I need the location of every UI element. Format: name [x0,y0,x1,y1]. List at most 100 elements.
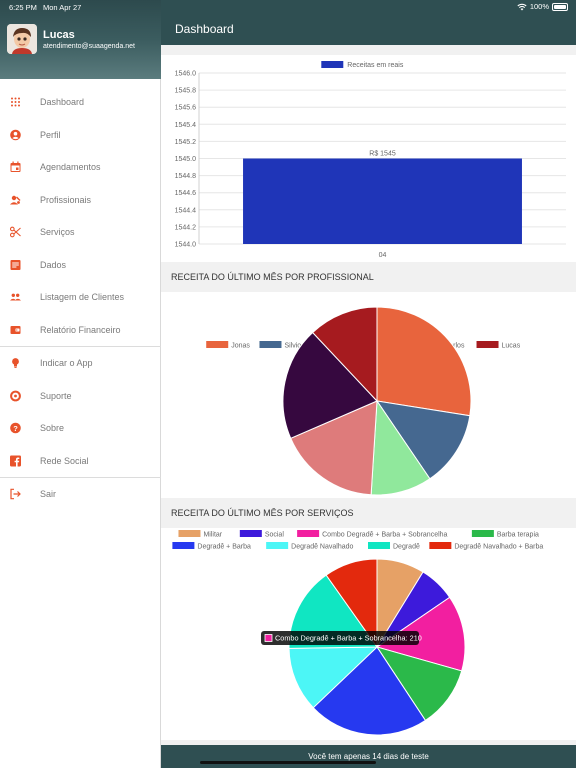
sidebar-item-label: Profissionais [40,194,92,205]
pie-slice [325,558,378,649]
lightbulb-icon [12,358,19,369]
services-pie-card: Militar Social Combo Degradê + Barba + Sob… [161,528,576,740]
page-title: Dashboard [175,22,234,36]
sidebar-item-agendamentos[interactable]: Agendamentos [0,151,161,184]
legend-swatch [172,542,195,549]
revenue-bar-chart: Receitas em reais 1546.0 1545.8 1545.6 1545.… [175,61,566,259]
sidebar-item-dados[interactable]: Dados [0,249,161,282]
user-name: Lucas [43,29,75,41]
pie-tooltip: Combo Degradê + Barba + Sobrancelha: 210 [261,631,422,645]
professionals-icon [10,195,21,205]
legend-label: Barba terapia [497,531,539,538]
sidebar-item-rede-social[interactable]: Rede Social [0,445,161,478]
sidebar-item-label: Dashboard [40,97,85,108]
lifebuoy-icon [10,390,21,402]
calendar-icon [10,161,21,173]
sidebar-item-perfil[interactable]: Perfil [0,119,161,152]
pie-slice [288,646,379,709]
top-bar: Dashboard [161,0,576,45]
tooltip-text: Combo Degradê + Barba + Sobrancelha: 210 [275,634,422,643]
tooltip-swatch [264,634,273,642]
sidebar-item-label: Dados [40,259,67,270]
avatar[interactable] [7,24,37,54]
y-tick-label: 1545.8 [175,88,197,95]
y-tick-label: 1544.2 [175,224,197,231]
status-bar: 6:25 PM Mon Apr 27 100% [0,0,576,14]
trial-footer: Você tem apenas 14 dias de teste [161,745,576,768]
status-right: 100% [517,2,568,11]
help-icon: ? [10,422,21,434]
sidebar-item-dashboard[interactable]: Dashboard [0,86,161,119]
bar-data-label: R$ 1545 [369,151,396,158]
menu-divider [0,477,161,478]
professional-pie-chart: JonasSilvioCaioDavidCarlosLucas [206,306,521,496]
logout-icon [10,488,21,500]
trial-message: Você tem apenas 14 dias de teste [308,752,429,761]
legend-label: Jonas [231,342,250,349]
legend-swatch [206,341,229,348]
legend-label: Receitas em reais [347,62,404,69]
sidebar-header: Lucas atendimento@suaagenda.net [0,0,161,79]
sidebar-item-servicos[interactable]: Serviços [0,216,161,249]
legend-label: Carlos [444,342,465,349]
avatar-illustration [7,24,37,54]
battery-percent: 100% [529,2,549,11]
y-tick-label: 1545.4 [175,122,197,129]
x-tick-label: 04 [379,252,387,259]
sidebar-item-label: Agendamentos [40,162,101,173]
sidebar-item-sair[interactable]: Sair [0,478,161,511]
legend-swatch [239,530,262,537]
bar [243,158,522,244]
sidebar: Lucas atendimento@suaagenda.net Dashboar… [0,0,161,768]
sidebar-item-indicar-app[interactable]: Indicar o App [0,347,161,380]
sidebar-item-relatorio-financeiro[interactable]: Relatório Financeiro [0,314,161,347]
legend-swatch [178,530,201,537]
sidebar-item-label: Indicar o App [40,358,93,369]
facebook-icon [10,455,21,467]
y-tick-label: 1544.6 [175,190,197,197]
sidebar-item-label: Perfil [40,129,61,140]
pie-slice [375,400,471,480]
y-tick-label: 1545.6 [175,105,197,112]
sidebar-item-label: Rede Social [40,455,89,466]
user-email: atendimento@suaagenda.net [43,43,135,50]
section-title-servicos: RECEITA DO ÚLTIMO MÊS POR SERVIÇOS [171,508,354,518]
pie-slice [311,306,378,403]
y-tick-label: 1546.0 [175,71,197,78]
y-tick-label: 1544.8 [175,173,197,180]
y-tick-label: 1544.4 [175,207,197,214]
professional-pie-card: JonasSilvioCaioDavidCarlosLucas [161,292,576,498]
legend-label: Degradê + Barba [197,543,251,550]
legend-label: Degradê Navalhado + Barba [454,543,543,550]
sidebar-item-sobre[interactable]: ? Sobre [0,412,161,445]
legend-swatch [266,542,289,549]
legend-swatch [476,341,499,348]
people-icon [10,293,21,301]
sidebar-item-suporte[interactable]: Suporte [0,380,161,413]
legend-label: Militar [203,531,222,538]
legend-swatch [259,341,282,348]
section-header-profissional: RECEITA DO ÚLTIMO MÊS POR PROFISSIONAL [161,262,576,292]
pie-slice [376,306,472,417]
pie-slice [290,400,378,496]
legend-label: Silvio [284,342,301,349]
y-tick-label: 1545.2 [175,139,197,146]
dots-grid-icon [11,97,20,107]
y-tick-label: 1545.0 [175,156,197,163]
svg-text:?: ? [13,424,18,433]
legend-label: Degradê Navalhado [291,543,353,550]
dashboard-content[interactable]: Receitas em reais 1546.0 1545.8 1545.6 1545.… [161,45,576,745]
battery-icon [552,2,568,11]
sidebar-item-listagem-clientes[interactable]: Listagem de Clientes [0,281,161,314]
sidebar-item-label: Relatório Financeiro [40,324,121,335]
legend-swatch [297,530,320,537]
pie-slice [312,646,427,736]
wallet-icon [10,325,21,334]
home-indicator [200,761,376,764]
sidebar-item-profissionais[interactable]: Profissionais [0,184,161,217]
sidebar-item-label: Sobre [40,423,65,434]
legend-swatch [471,530,494,537]
legend-swatch [429,542,452,549]
user-circle-icon [10,129,21,141]
sidebar-item-label: Suporte [40,390,72,401]
